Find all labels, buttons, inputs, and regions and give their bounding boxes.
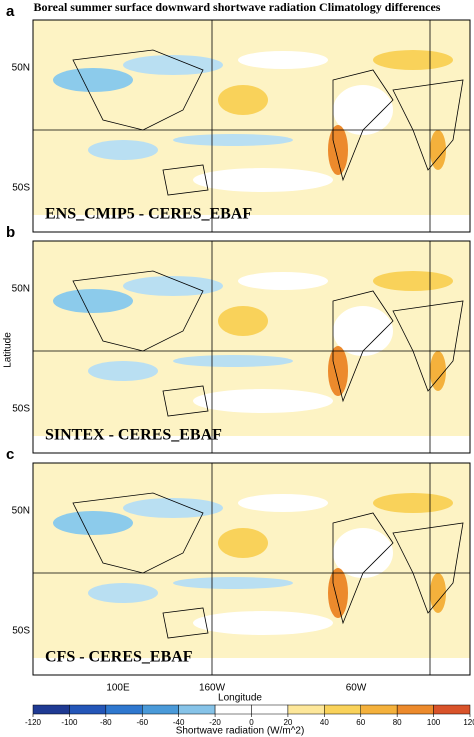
map-field bbox=[32, 19, 471, 233]
colorbar-swatch bbox=[32, 704, 70, 715]
panel-label: ENS_CMIP5 - CERES_EBAF bbox=[45, 206, 252, 223]
colorbar-swatch bbox=[360, 704, 398, 715]
colorbar-tick-label: 80 bbox=[393, 718, 402, 727]
panel-label: SINTEX - CERES_EBAF bbox=[45, 427, 222, 444]
colorbar-tick-label: -80 bbox=[100, 718, 112, 727]
colorbar-tick-label: -20 bbox=[209, 718, 221, 727]
colorbar-tick-label: 0 bbox=[249, 718, 254, 727]
map-field bbox=[32, 240, 471, 454]
colorbar-swatch bbox=[324, 704, 362, 715]
colorbar-swatch bbox=[214, 704, 252, 715]
map-panel: ENS_CMIP5 - CERES_EBAF bbox=[32, 19, 471, 233]
colorbar-swatch bbox=[69, 704, 107, 715]
colorbar-swatch bbox=[178, 704, 216, 715]
x-axis-label: Longitude bbox=[218, 693, 262, 704]
colorbar-tick-label: 40 bbox=[320, 718, 329, 727]
colorbar-tick-label: -60 bbox=[136, 718, 148, 727]
colorbar-swatch bbox=[105, 704, 143, 715]
y-tick-label: 50N bbox=[12, 284, 30, 295]
panel-letter: c bbox=[6, 446, 14, 463]
colorbar-swatch bbox=[433, 704, 471, 715]
x-tick-label: 100E bbox=[106, 683, 130, 694]
panel-frame bbox=[32, 462, 471, 676]
colorbar-swatch bbox=[142, 704, 179, 715]
map-field bbox=[32, 462, 471, 676]
colorbar-label: Shortwave radiation (W/m^2) bbox=[176, 726, 305, 737]
panel-frame bbox=[32, 19, 471, 233]
colorbar-swatch bbox=[396, 704, 434, 715]
colorbar-tick-label: 120 bbox=[463, 718, 474, 727]
y-tick-label: 50S bbox=[12, 626, 30, 637]
colorbar-tick-label: -120 bbox=[25, 718, 42, 727]
y-tick-label: 50S bbox=[12, 183, 30, 194]
panel-letter: b bbox=[6, 224, 15, 241]
panel-frame bbox=[32, 240, 471, 454]
colorbar-tick-label: -100 bbox=[61, 718, 78, 727]
x-tick-label: 60W bbox=[346, 683, 367, 694]
colorbar-tick-label: 60 bbox=[356, 718, 365, 727]
panel-letter: a bbox=[6, 3, 15, 20]
x-tick-label: 160W bbox=[199, 683, 226, 694]
colorbar-tick-label: 20 bbox=[283, 718, 292, 727]
colorbar-tick-label: 100 bbox=[427, 718, 441, 727]
colorbar-swatch bbox=[287, 704, 325, 715]
y-tick-label: 50N bbox=[12, 506, 30, 517]
y-tick-label: 50N bbox=[12, 63, 30, 74]
map-panel: SINTEX - CERES_EBAF bbox=[32, 240, 471, 454]
y-axis-label: Latitude bbox=[3, 332, 14, 368]
panel-label: CFS - CERES_EBAF bbox=[45, 649, 193, 666]
y-tick-label: 50S bbox=[12, 404, 30, 415]
colorbar-tick-label: -40 bbox=[173, 718, 185, 727]
map-panel: CFS - CERES_EBAF bbox=[32, 462, 471, 676]
colorbar-swatch bbox=[251, 704, 289, 715]
figure-title: Boreal summer surface downward shortwave… bbox=[34, 0, 441, 14]
